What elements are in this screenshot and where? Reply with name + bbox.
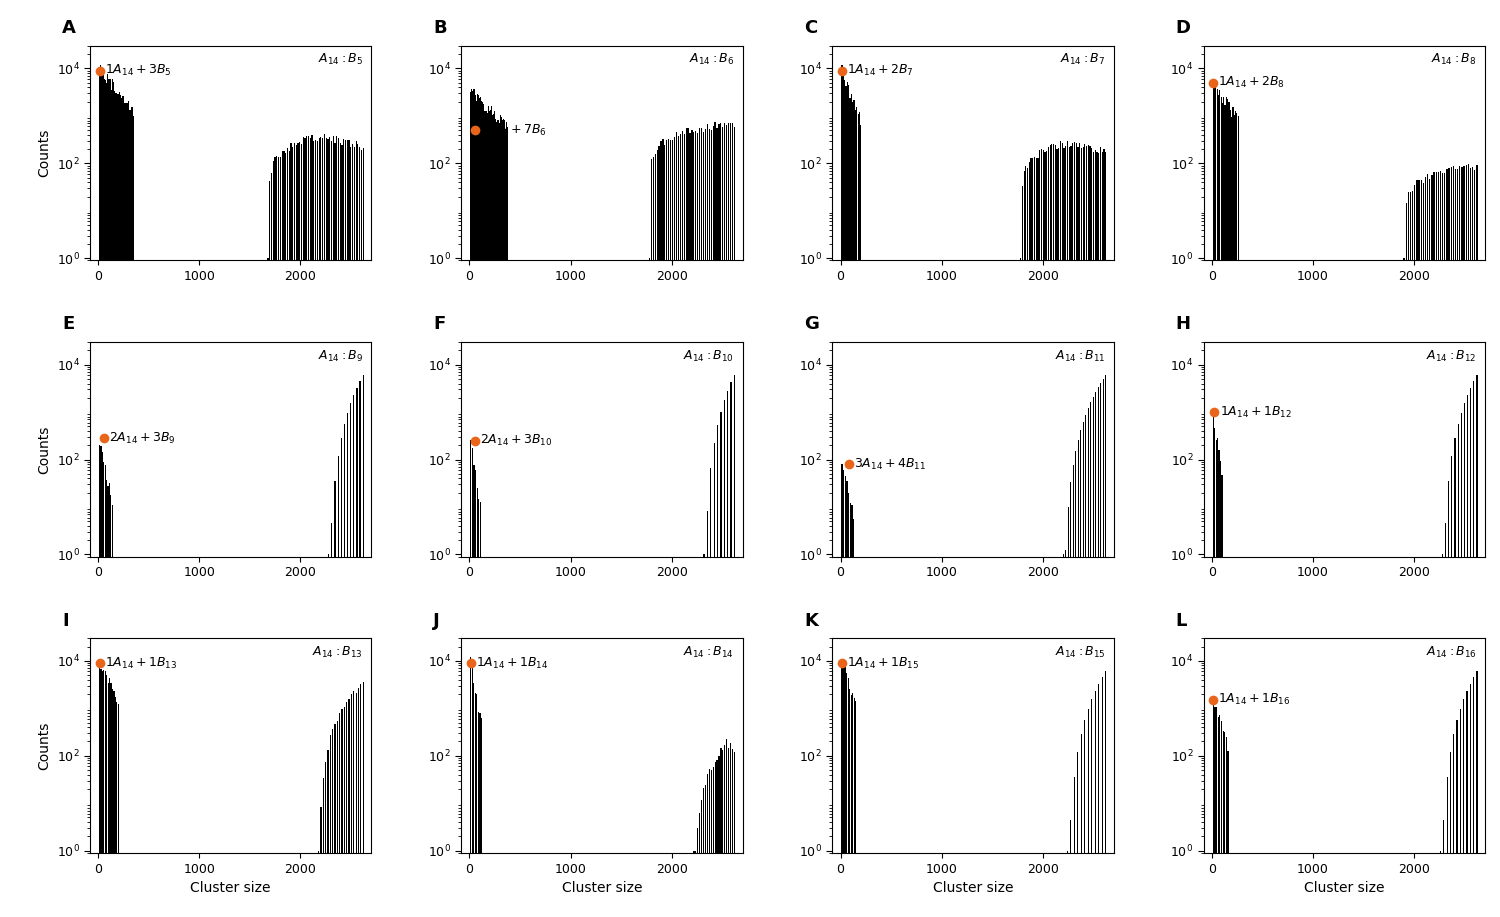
Text: $1A_{14}+1B_{14}$: $1A_{14}+1B_{14}$ (476, 656, 548, 670)
Text: J: J (433, 612, 439, 630)
Text: $A_{14}:B_{12}$: $A_{14}:B_{12}$ (1426, 348, 1476, 363)
X-axis label: Cluster size: Cluster size (933, 881, 1014, 895)
Text: $2A_{14}+3B_{9}$: $2A_{14}+3B_{9}$ (108, 431, 176, 446)
Text: $1A_{14}+2B_{8}$: $1A_{14}+2B_{8}$ (1218, 75, 1286, 90)
Y-axis label: Counts: Counts (38, 129, 51, 177)
Text: L: L (1176, 612, 1186, 630)
Text: $1A_{14}+1B_{15}$: $1A_{14}+1B_{15}$ (847, 656, 920, 670)
Text: B: B (433, 19, 447, 38)
X-axis label: Cluster size: Cluster size (190, 881, 272, 895)
Text: K: K (804, 612, 818, 630)
Text: F: F (433, 315, 445, 334)
Text: D: D (1176, 19, 1191, 38)
Y-axis label: Counts: Counts (38, 425, 51, 473)
Text: $3A_{14}+7B_{6}$: $3A_{14}+7B_{6}$ (480, 123, 548, 138)
Text: I: I (62, 612, 69, 630)
Text: $A_{14}:B_{13}$: $A_{14}:B_{13}$ (312, 645, 363, 659)
Text: $A_{14}:B_{14}$: $A_{14}:B_{14}$ (682, 645, 734, 659)
Text: $1A_{14}+2B_{7}$: $1A_{14}+2B_{7}$ (847, 63, 914, 78)
Text: $A_{14}:B_{7}$: $A_{14}:B_{7}$ (1060, 52, 1106, 67)
Text: E: E (62, 315, 74, 334)
Y-axis label: Counts: Counts (38, 722, 51, 769)
Text: $A_{14}:B_{5}$: $A_{14}:B_{5}$ (318, 52, 363, 67)
Text: G: G (804, 315, 819, 334)
Text: H: H (1176, 315, 1191, 334)
Text: $1A_{14}+1B_{12}$: $1A_{14}+1B_{12}$ (1220, 404, 1292, 420)
Text: $1A_{14}+1B_{16}$: $1A_{14}+1B_{16}$ (1218, 692, 1290, 708)
Text: $A_{14}:B_{9}$: $A_{14}:B_{9}$ (318, 348, 363, 363)
Text: A: A (62, 19, 75, 38)
Text: $A_{14}:B_{6}$: $A_{14}:B_{6}$ (688, 52, 734, 67)
Text: $3A_{14}+4B_{11}$: $3A_{14}+4B_{11}$ (855, 457, 927, 471)
Text: $A_{14}:B_{8}$: $A_{14}:B_{8}$ (1431, 52, 1476, 67)
Text: $2A_{14}+3B_{10}$: $2A_{14}+3B_{10}$ (480, 433, 554, 448)
Text: $1A_{14}+3B_{5}$: $1A_{14}+3B_{5}$ (105, 63, 171, 78)
Text: $A_{14}:B_{10}$: $A_{14}:B_{10}$ (682, 348, 734, 363)
Text: $1A_{14}+1B_{13}$: $1A_{14}+1B_{13}$ (105, 656, 177, 670)
Text: $A_{14}:B_{15}$: $A_{14}:B_{15}$ (1054, 645, 1106, 659)
Text: $A_{14}:B_{16}$: $A_{14}:B_{16}$ (1425, 645, 1476, 659)
Text: C: C (804, 19, 818, 38)
Text: $A_{14}:B_{11}$: $A_{14}:B_{11}$ (1054, 348, 1106, 363)
X-axis label: Cluster size: Cluster size (1304, 881, 1384, 895)
X-axis label: Cluster size: Cluster size (561, 881, 642, 895)
